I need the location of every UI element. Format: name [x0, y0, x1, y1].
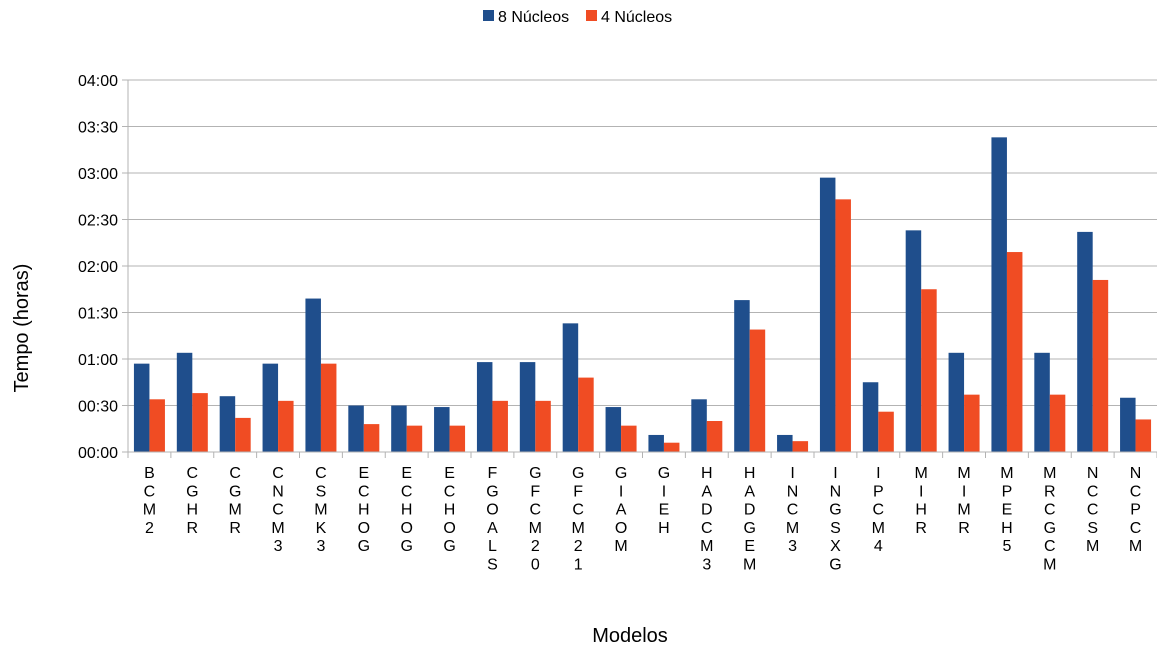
bar	[621, 425, 637, 452]
y-tick-label: 02:00	[78, 259, 118, 276]
bar	[320, 363, 337, 452]
y-tick-label: 00:30	[78, 399, 118, 416]
bar	[691, 399, 707, 452]
bar	[878, 411, 894, 452]
y-tick-label: 00:00	[78, 445, 118, 462]
bar	[1120, 397, 1136, 452]
bar	[905, 230, 922, 452]
bar	[492, 400, 508, 452]
grid-lines	[122, 79, 1157, 453]
bar	[1135, 419, 1152, 452]
bar	[406, 425, 423, 452]
y-tick-label: 03:30	[78, 120, 118, 137]
bar	[1092, 279, 1109, 452]
bar	[133, 363, 150, 452]
bar	[562, 323, 579, 452]
bar	[535, 400, 551, 452]
x-axis-title: Modelos	[592, 625, 668, 646]
bar	[519, 362, 536, 452]
bar	[991, 137, 1007, 452]
bar	[219, 396, 236, 452]
bar	[235, 417, 251, 452]
bar	[262, 363, 279, 452]
bar	[278, 400, 294, 452]
y-tick-labels: 00:00 00:30 01:00 01:30 02:00 02:30 03:00 03:30…	[78, 73, 118, 462]
bar	[363, 424, 380, 452]
bar	[348, 405, 364, 452]
bar	[792, 441, 809, 452]
bar	[176, 352, 193, 452]
bar	[948, 352, 965, 452]
bar	[835, 199, 851, 452]
bar	[391, 405, 407, 452]
bar	[605, 407, 622, 452]
bar	[305, 298, 321, 452]
y-tick-label: 01:00	[78, 352, 118, 369]
bar	[1006, 252, 1023, 452]
bar	[648, 434, 664, 452]
legend: 8 Núcleos 4 Núcleos	[483, 9, 672, 26]
bar	[706, 421, 723, 452]
bar	[964, 394, 980, 452]
x-tick-labels: B C M 2 C G H R C G M R C N C M 3 C S M K 3 E C H O G E C H O G E C H O G F G O…	[143, 465, 1142, 574]
bar	[1034, 352, 1050, 452]
bars	[133, 137, 1152, 452]
bar	[819, 177, 836, 452]
bar	[449, 425, 466, 452]
axes	[127, 80, 1157, 458]
legend-swatch	[483, 10, 494, 21]
bar	[1049, 394, 1066, 452]
legend-entry: 8 Núcleos	[498, 9, 569, 26]
y-axis-title: Tempo (horas)	[11, 264, 33, 393]
bar	[192, 393, 208, 452]
legend-entry: 4 Núcleos	[601, 9, 672, 26]
bar	[921, 289, 937, 452]
bar	[476, 362, 493, 452]
y-tick-label: 02:30	[78, 213, 118, 230]
bar	[434, 407, 450, 452]
bar	[734, 300, 750, 452]
bar	[149, 399, 165, 452]
bar	[1077, 231, 1093, 452]
bar	[862, 382, 879, 452]
y-tick-label: 01:30	[78, 306, 118, 323]
bar	[578, 377, 594, 452]
y-tick-label: 03:00	[78, 166, 118, 183]
bar	[663, 442, 680, 452]
bar	[777, 434, 793, 452]
legend-swatch	[586, 10, 597, 21]
bar	[749, 329, 766, 452]
y-tick-label: 04:00	[78, 73, 118, 90]
